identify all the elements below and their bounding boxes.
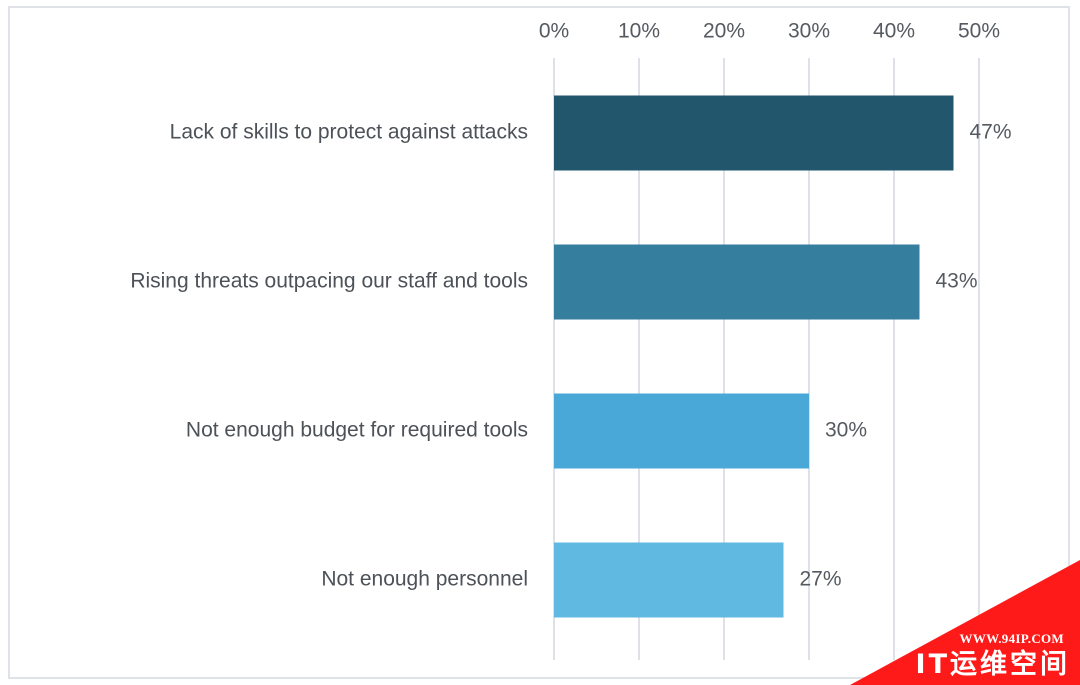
- bars: [554, 95, 954, 618]
- x-tick-label-20: 20%: [703, 20, 745, 43]
- watermark-triangle: [850, 560, 1080, 685]
- bar-not-enough-personnel: [554, 542, 784, 618]
- category-label-rising-threats-outpacing-our-staff-and-tools: Rising threats outpacing our staff and t…: [130, 270, 528, 293]
- chart-frame: [8, 6, 1070, 679]
- bar-rising-threats-outpacing-our-staff-and-tools: [554, 244, 920, 320]
- watermark-brand: IT运维空间: [915, 649, 1070, 680]
- category-label-lack-of-skills-to-protect-against-attacks: Lack of skills to protect against attack…: [170, 121, 528, 144]
- x-tick-label-50: 50%: [958, 20, 1000, 43]
- watermark: WWW.94IP.COM IT运维空间: [850, 560, 1080, 685]
- watermark-banner: [850, 560, 1080, 685]
- bar-lack-of-skills-to-protect-against-attacks: [554, 95, 954, 171]
- data-labels: 47% 43% 30% 27%: [800, 121, 1012, 591]
- x-tick-label-40: 40%: [873, 20, 915, 43]
- category-label-not-enough-personnel: Not enough personnel: [321, 568, 528, 591]
- bar-not-enough-budget-for-required-tools: [554, 393, 809, 469]
- data-label-lack-of-skills-to-protect-against-attacks: 47%: [970, 121, 1012, 144]
- data-label-not-enough-budget-for-required-tools: 30%: [825, 419, 867, 442]
- x-tick-label-10: 10%: [618, 20, 660, 43]
- x-tick-label-30: 30%: [788, 20, 830, 43]
- data-label-rising-threats-outpacing-our-staff-and-tools: 43%: [936, 270, 978, 293]
- category-label-not-enough-budget-for-required-tools: Not enough budget for required tools: [186, 419, 528, 442]
- data-label-not-enough-personnel: 27%: [800, 568, 842, 591]
- category-labels: Lack of skills to protect against attack…: [130, 121, 528, 591]
- x-axis-ticks: 0% 10% 20% 30% 40% 50%: [539, 20, 1000, 43]
- x-tick-label-0: 0%: [539, 20, 569, 43]
- watermark-url: WWW.94IP.COM: [959, 631, 1064, 646]
